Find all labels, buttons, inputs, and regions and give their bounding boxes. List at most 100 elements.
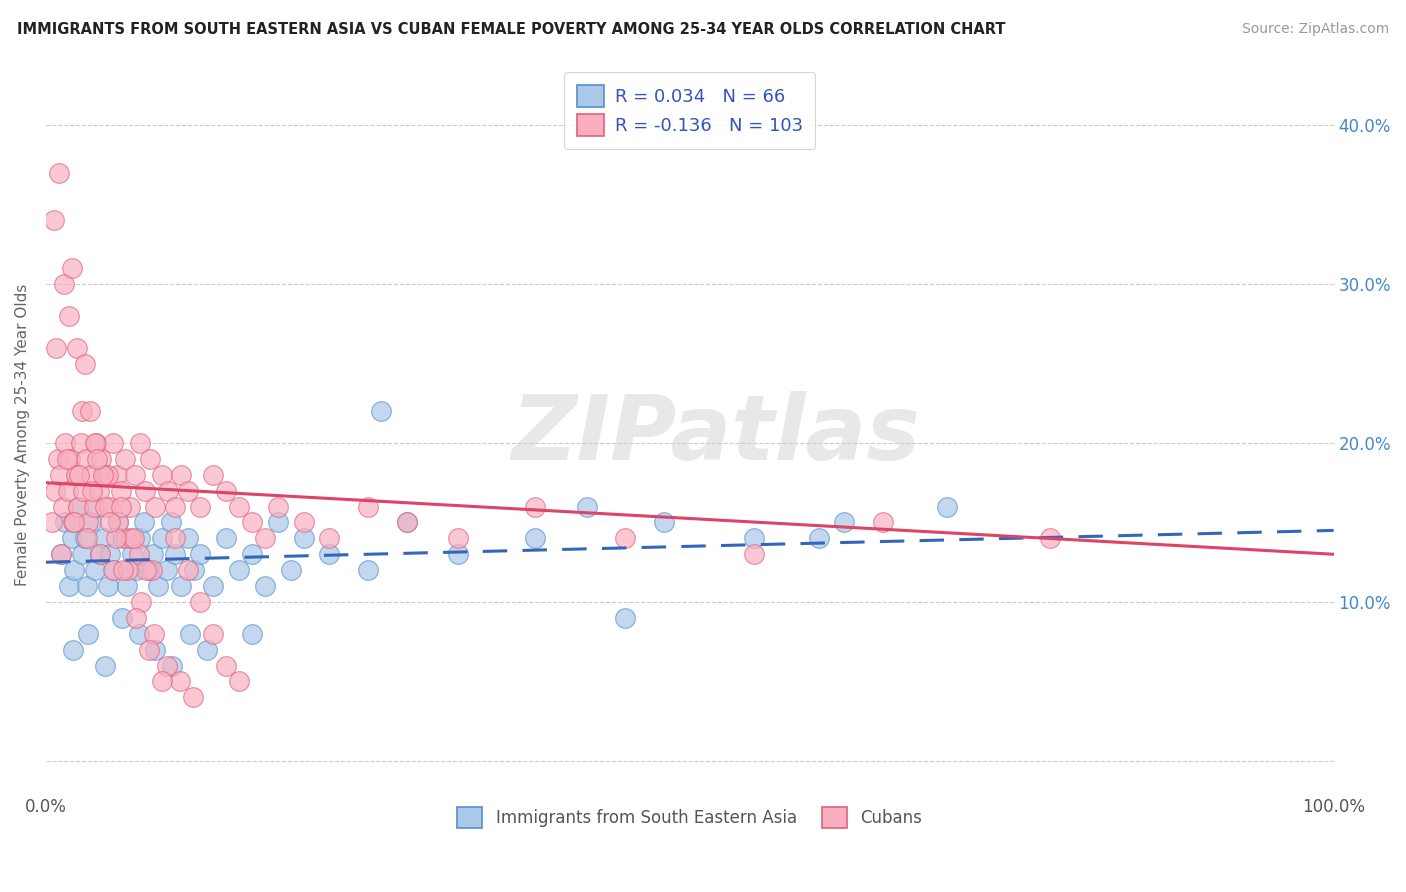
Point — [76, 532, 98, 546]
Point — [267, 516, 290, 530]
Point — [115, 579, 138, 593]
Point — [87, 483, 110, 498]
Point — [101, 436, 124, 450]
Point — [128, 626, 150, 640]
Point — [142, 547, 165, 561]
Point — [134, 483, 156, 498]
Point — [56, 483, 79, 498]
Point — [105, 467, 128, 482]
Point — [46, 451, 69, 466]
Point — [195, 642, 218, 657]
Point — [240, 547, 263, 561]
Point — [125, 563, 148, 577]
Point — [395, 516, 418, 530]
Point — [48, 166, 70, 180]
Text: Source: ZipAtlas.com: Source: ZipAtlas.com — [1241, 22, 1389, 37]
Point — [51, 547, 73, 561]
Point — [125, 611, 148, 625]
Point — [524, 500, 547, 514]
Point — [614, 532, 637, 546]
Point — [163, 532, 186, 546]
Point — [160, 516, 183, 530]
Point — [83, 500, 105, 514]
Point — [122, 532, 145, 546]
Point — [742, 547, 765, 561]
Point — [120, 532, 142, 546]
Point — [67, 500, 90, 514]
Point — [67, 500, 90, 514]
Point — [79, 404, 101, 418]
Point — [90, 451, 112, 466]
Point — [128, 547, 150, 561]
Point — [267, 500, 290, 514]
Point — [117, 563, 139, 577]
Point — [215, 483, 238, 498]
Point — [292, 516, 315, 530]
Point — [84, 436, 107, 450]
Point — [70, 404, 93, 418]
Point — [65, 467, 87, 482]
Point — [228, 563, 250, 577]
Text: ZIPatlas: ZIPatlas — [510, 391, 920, 479]
Point — [176, 532, 198, 546]
Point — [104, 532, 127, 546]
Point — [160, 658, 183, 673]
Point — [82, 483, 104, 498]
Point — [228, 674, 250, 689]
Point — [55, 451, 77, 466]
Point — [97, 467, 120, 482]
Point — [129, 532, 152, 546]
Point — [138, 563, 160, 577]
Point — [163, 500, 186, 514]
Point — [118, 500, 141, 514]
Point — [318, 547, 340, 561]
Point — [58, 309, 80, 323]
Point — [124, 467, 146, 482]
Point — [93, 532, 115, 546]
Point — [62, 642, 84, 657]
Point — [63, 563, 86, 577]
Point — [150, 532, 173, 546]
Point — [181, 690, 204, 705]
Point — [202, 579, 225, 593]
Point — [98, 500, 121, 514]
Point — [139, 451, 162, 466]
Point — [111, 611, 134, 625]
Point — [80, 516, 103, 530]
Point — [614, 611, 637, 625]
Point — [52, 500, 75, 514]
Point — [318, 532, 340, 546]
Point — [80, 467, 103, 482]
Point — [253, 579, 276, 593]
Point — [75, 451, 97, 466]
Point — [110, 483, 132, 498]
Point — [156, 563, 179, 577]
Point — [49, 467, 72, 482]
Point — [45, 341, 67, 355]
Point — [94, 658, 117, 673]
Point — [141, 563, 163, 577]
Point — [112, 532, 135, 546]
Point — [98, 516, 121, 530]
Point — [357, 500, 380, 514]
Point — [94, 500, 117, 514]
Point — [395, 516, 418, 530]
Point — [129, 595, 152, 609]
Point — [73, 532, 96, 546]
Point — [145, 500, 167, 514]
Point — [98, 547, 121, 561]
Point — [73, 357, 96, 371]
Point — [176, 483, 198, 498]
Point — [146, 579, 169, 593]
Point — [215, 658, 238, 673]
Point — [183, 563, 205, 577]
Point — [129, 436, 152, 450]
Point — [447, 532, 470, 546]
Point — [190, 500, 212, 514]
Point — [53, 436, 76, 450]
Point — [145, 642, 167, 657]
Point — [97, 579, 120, 593]
Point — [156, 658, 179, 673]
Point — [58, 579, 80, 593]
Point — [150, 467, 173, 482]
